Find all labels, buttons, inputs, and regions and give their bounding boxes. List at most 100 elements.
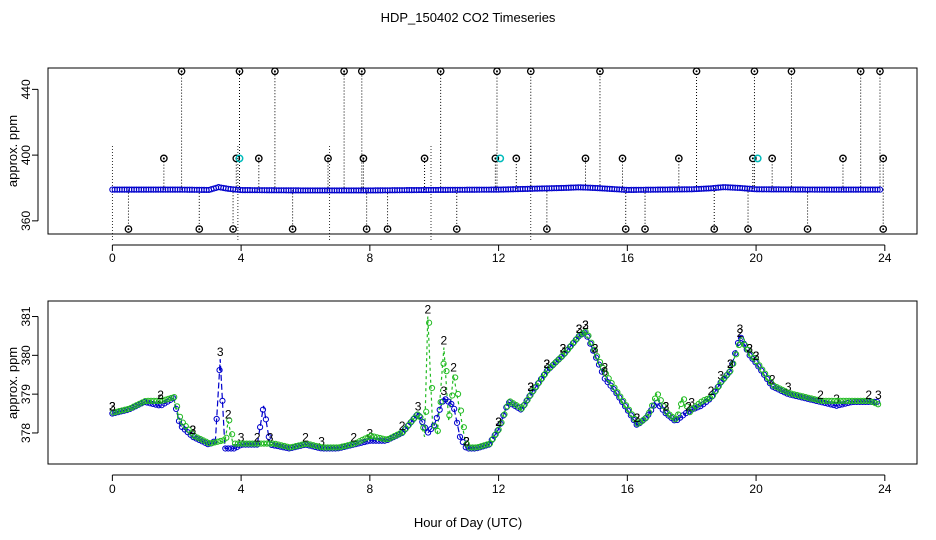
bottom-x-tick-label: 0 bbox=[109, 482, 116, 496]
bottom-series-point-2 bbox=[483, 441, 491, 448]
bottom-series-label-2: 2 bbox=[753, 349, 760, 363]
top-x-tick-label: 12 bbox=[492, 251, 506, 265]
bottom-series-point-3 bbox=[213, 415, 220, 423]
top-outlier-dot bbox=[127, 228, 130, 231]
bottom-series-point-2 bbox=[811, 396, 818, 403]
top-outlier-point bbox=[420, 154, 429, 163]
bottom-series-point-3 bbox=[448, 400, 455, 408]
bottom-series-point-3 bbox=[259, 406, 267, 413]
bottom-series-point-2 bbox=[683, 403, 691, 410]
top-outlier-dot bbox=[806, 228, 809, 231]
bottom-series-point-3 bbox=[593, 354, 600, 361]
bottom-series-point-2 bbox=[660, 402, 667, 410]
bottom-series-label-3: 3 bbox=[544, 357, 551, 371]
bottom-series-point-2 bbox=[266, 440, 273, 447]
bottom-series-point-2 bbox=[145, 397, 152, 405]
bottom-series-point-3 bbox=[219, 397, 226, 404]
bottom-series-label-3: 3 bbox=[737, 322, 744, 336]
bottom-series-point-3 bbox=[798, 394, 805, 401]
bottom-series-point-3 bbox=[280, 444, 287, 451]
bottom-series-point-2 bbox=[808, 395, 815, 402]
bottom-series-point-2 bbox=[255, 440, 262, 447]
bottom-series-point-2 bbox=[594, 353, 601, 360]
bottom-series-point-2 bbox=[315, 443, 323, 450]
bottom-series-point-3 bbox=[500, 412, 507, 419]
bottom-series-point-2 bbox=[234, 440, 242, 447]
bottom-series-point-2 bbox=[541, 370, 549, 378]
bottom-y-tick-label: 380 bbox=[19, 345, 33, 365]
bottom-series-point-2 bbox=[457, 407, 465, 414]
bottom-series-point-3 bbox=[839, 401, 846, 408]
top-baseline-point bbox=[874, 186, 881, 193]
bottom-series-point-2 bbox=[353, 439, 360, 446]
bottom-series-label-2: 2 bbox=[769, 372, 776, 386]
bottom-series-point-2 bbox=[313, 442, 320, 450]
bottom-series-point-2 bbox=[770, 382, 777, 389]
top-x-tick-label: 24 bbox=[878, 251, 892, 265]
bottom-series-point-2 bbox=[843, 397, 850, 405]
bottom-series-point-2 bbox=[536, 379, 543, 386]
bottom-series-point-3 bbox=[792, 392, 800, 400]
bottom-series-point-2 bbox=[602, 370, 609, 377]
bottom-series-point-2 bbox=[649, 402, 656, 409]
bottom-series-point-2 bbox=[229, 431, 236, 438]
bottom-series-label-2: 2 bbox=[634, 411, 641, 425]
top-outlier-dot bbox=[713, 228, 716, 231]
bottom-series-point-2 bbox=[382, 436, 389, 443]
top-outlier-dot bbox=[495, 70, 498, 73]
top-outlier-point bbox=[359, 154, 368, 163]
bottom-series-point-2 bbox=[469, 444, 476, 451]
bottom-series-point-2 bbox=[872, 400, 879, 407]
bottom-series-point-2 bbox=[643, 414, 650, 421]
top-outlier-point bbox=[692, 67, 701, 76]
top-outlier-point bbox=[787, 67, 796, 76]
bottom-series-point-3 bbox=[422, 424, 429, 431]
bottom-series-label-2: 2 bbox=[817, 388, 824, 402]
bottom-series-point-2 bbox=[631, 415, 638, 423]
top-outlier-point bbox=[512, 154, 521, 163]
top-outlier-dot bbox=[386, 228, 389, 231]
top-outlier-point bbox=[839, 154, 847, 163]
bottom-series-point-3 bbox=[787, 391, 794, 398]
bottom-series-label-3: 3 bbox=[875, 388, 882, 402]
bottom-series-point-2 bbox=[585, 332, 592, 339]
top-outlier-dot bbox=[238, 70, 241, 73]
bottom-series-point-2 bbox=[779, 386, 786, 393]
bottom-series-point-2 bbox=[866, 397, 873, 405]
top-outlier-point bbox=[229, 225, 237, 233]
bottom-series-point-2 bbox=[518, 405, 525, 412]
bottom-series-point-2 bbox=[776, 385, 783, 392]
bottom-series-point-2 bbox=[289, 443, 297, 450]
bottom-series-point-2 bbox=[223, 434, 230, 441]
bottom-series-label-3: 3 bbox=[785, 380, 792, 394]
bottom-series-point-2 bbox=[715, 383, 722, 390]
bottom-series-point-2 bbox=[121, 406, 129, 413]
top-outlier-point bbox=[856, 67, 865, 76]
top-outlier-point bbox=[271, 67, 279, 76]
bottom-series-label-2: 2 bbox=[157, 388, 164, 402]
bottom-series-point-2 bbox=[814, 396, 821, 403]
top-outlier-dot bbox=[841, 157, 844, 160]
bottom-series-point-2 bbox=[272, 440, 279, 448]
bottom-x-tick-label: 24 bbox=[878, 482, 892, 496]
bottom-series-point-3 bbox=[433, 414, 440, 422]
bottom-series-label-2: 2 bbox=[560, 341, 567, 355]
bottom-series-point-2 bbox=[489, 435, 496, 443]
bottom-series-point-2 bbox=[142, 397, 149, 405]
bottom-series-point-2 bbox=[452, 374, 459, 381]
bottom-series-point-2 bbox=[165, 395, 172, 402]
bottom-series-point-3 bbox=[714, 384, 721, 391]
bottom-series-point-2 bbox=[651, 395, 659, 402]
bottom-series-label-2: 2 bbox=[254, 431, 261, 445]
top-outlier-point bbox=[674, 154, 683, 163]
bottom-series-point-3 bbox=[671, 417, 678, 424]
bottom-series-point-2 bbox=[628, 411, 635, 418]
bottom-series-point-2 bbox=[582, 328, 589, 335]
bottom-series-point-2 bbox=[486, 440, 494, 447]
top-outlier-point bbox=[491, 154, 500, 163]
bottom-series-point-2 bbox=[307, 441, 314, 448]
bottom-series-point-2 bbox=[298, 441, 305, 448]
top-x-tick-label: 20 bbox=[749, 251, 763, 265]
top-outlier-point bbox=[876, 67, 884, 76]
top-outlier-dot bbox=[677, 157, 680, 160]
